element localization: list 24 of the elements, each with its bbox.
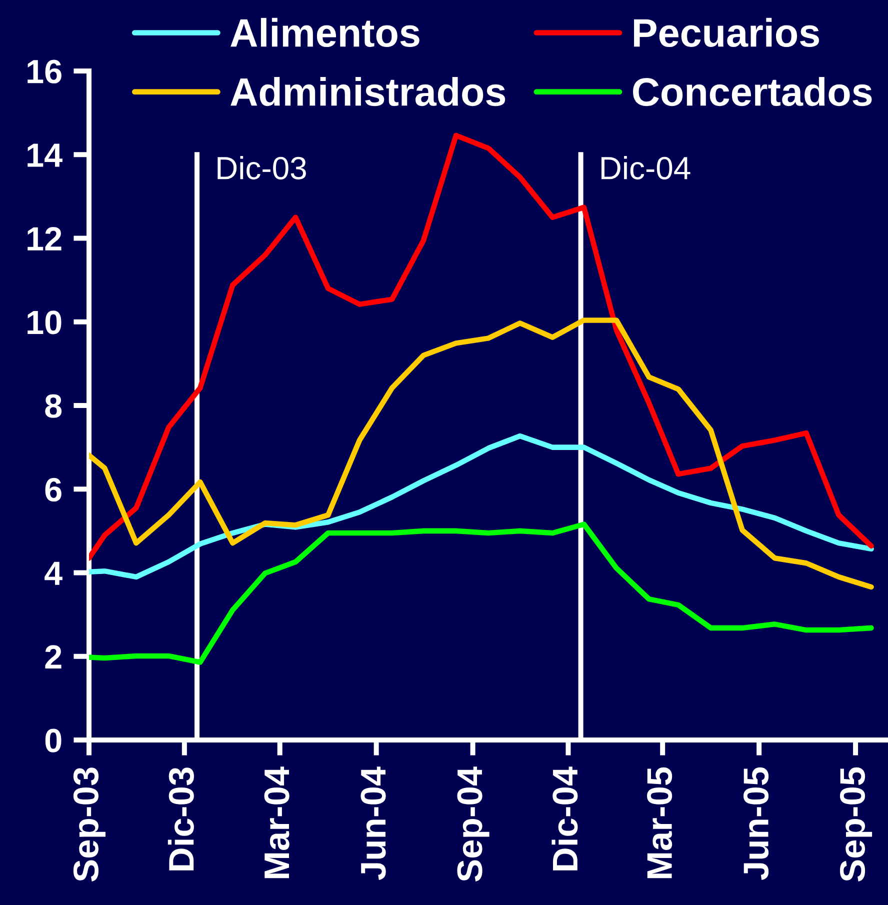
legend-label: Concertados xyxy=(633,76,872,106)
x-tick-label: Sep-03 xyxy=(73,768,106,882)
x-tick-label: Dic-04 xyxy=(552,766,578,870)
x-tick-label: Mar-05 xyxy=(647,767,672,878)
legend-label: Administrados xyxy=(230,76,506,106)
y-tick-label: 10 xyxy=(28,310,62,334)
y-tick-label: 14 xyxy=(28,144,62,167)
x-tick-label: Sep-05 xyxy=(840,767,872,882)
ref-line-label: Dic-03 xyxy=(218,156,306,180)
x-tick-label: Jun-04 xyxy=(360,766,386,880)
x-tick-label: Jun-05 xyxy=(743,767,769,880)
y-tick-label: 12 xyxy=(28,227,62,250)
ref-line-label: Dic-04 xyxy=(601,156,690,180)
y-tick-label: 0 xyxy=(45,728,62,752)
x-tick-label: Dic-03 xyxy=(168,768,194,870)
x-tick-label: Mar-04 xyxy=(264,766,290,878)
x-tick-label: Sep-04 xyxy=(457,766,490,882)
y-tick-label: 8 xyxy=(45,394,62,418)
legend-label: Alimentos xyxy=(230,18,420,47)
y-tick-label: 6 xyxy=(45,478,62,502)
y-tick-label: 2 xyxy=(45,645,62,668)
y-tick-label: 4 xyxy=(44,562,62,585)
y-tick-label: 16 xyxy=(28,60,62,84)
legend-label: Pecuarios xyxy=(634,18,819,47)
